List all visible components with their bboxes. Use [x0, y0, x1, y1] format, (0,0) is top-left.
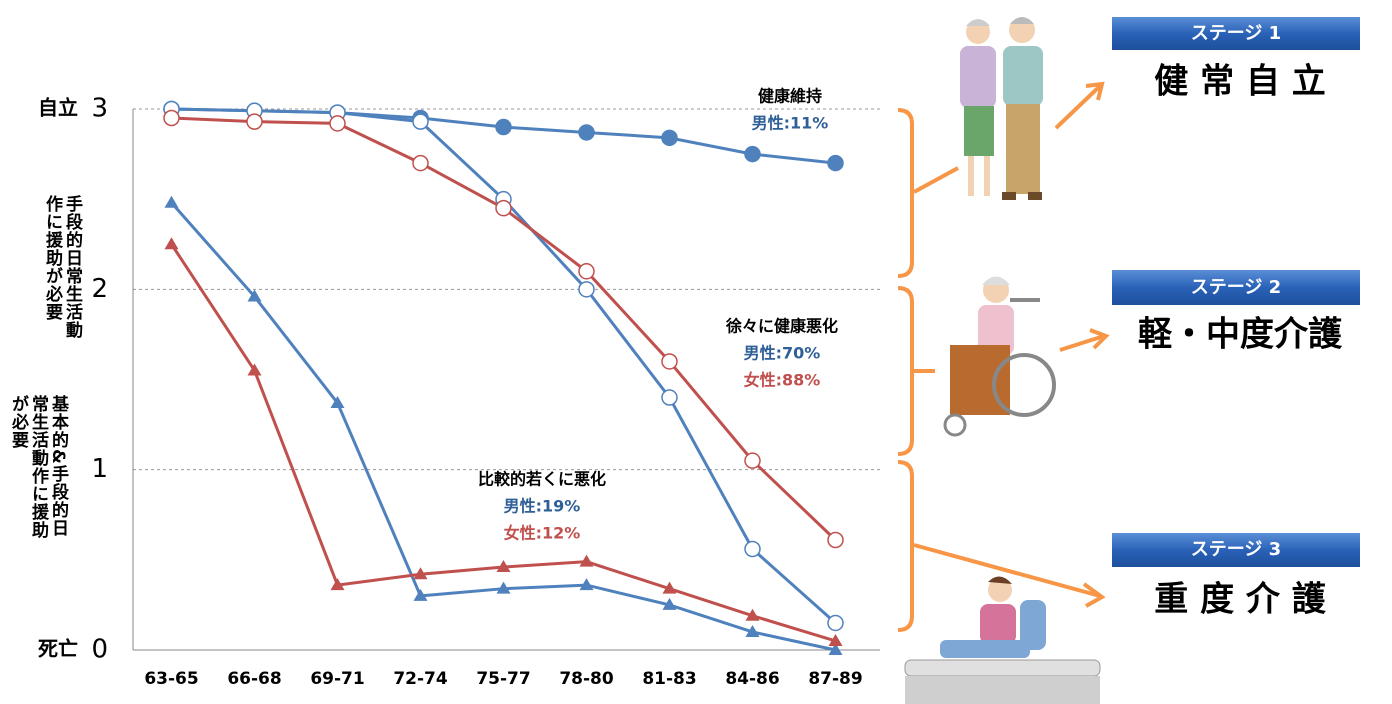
chart: ステージ 1 健 常 自 立 ステージ 2 軽・中度介護 ステージ 3 重 度 …: [0, 0, 1392, 704]
point-marker: [165, 237, 179, 249]
point-marker: [828, 532, 843, 547]
point-marker: [745, 147, 760, 162]
y-note: 手段的日常生活動作に援助が必要: [42, 195, 82, 347]
stage-label: 健 常 自 立: [1154, 62, 1326, 102]
series-line: [172, 109, 836, 623]
illustration-wheelchair: [945, 277, 1054, 436]
annotation-line: 男性:19%: [504, 497, 581, 516]
point-marker: [496, 120, 511, 135]
point-marker: [662, 390, 677, 405]
point-marker: [828, 156, 843, 171]
x-tick-label: 84-86: [725, 669, 779, 689]
y-note: 基本的&手段的日常生活動作に援助が必要: [8, 395, 68, 547]
annotation-title: 比較的若くに悪化: [478, 470, 606, 489]
stage-badge-text: ステージ 3: [1191, 539, 1281, 560]
point-marker: [579, 264, 594, 279]
annotation-title: 徐々に健康悪化: [725, 317, 838, 336]
y-tick-label: 2: [91, 274, 108, 304]
point-marker: [496, 201, 511, 216]
point-marker: [579, 125, 594, 140]
x-tick-label: 72-74: [393, 669, 448, 689]
annotation-line: 男性:11%: [752, 114, 829, 133]
point-marker: [745, 542, 760, 557]
point-marker: [165, 196, 179, 208]
stage-badge-text: ステージ 2: [1191, 277, 1281, 298]
x-tick-label: 69-71: [310, 669, 364, 689]
annotation-title: 健康維持: [758, 87, 822, 106]
point-marker: [413, 114, 428, 129]
point-marker: [164, 111, 179, 126]
x-tick-label: 81-83: [642, 669, 696, 689]
x-tick-label: 75-77: [476, 669, 530, 689]
point-marker: [662, 130, 677, 145]
y-level-label: 死亡: [38, 637, 78, 661]
point-marker: [745, 453, 760, 468]
stage-badge-text: ステージ 1: [1191, 23, 1281, 44]
illustration-bed: [905, 576, 1100, 704]
x-tick-label: 87-89: [808, 669, 862, 689]
x-tick-label: 63-65: [144, 669, 198, 689]
annotation-line: 男性:70%: [744, 344, 821, 363]
y-tick-label: 3: [91, 94, 108, 124]
y-level-label: 自立: [38, 96, 78, 120]
point-marker: [828, 615, 843, 630]
illustration-couple: [960, 17, 1043, 200]
annotation-line: 女性:88%: [744, 371, 821, 390]
stage-label: 重 度 介 護: [1154, 580, 1327, 620]
y-tick-label: 0: [91, 635, 108, 665]
page: ステージ 1 健 常 自 立 ステージ 2 軽・中度介護 ステージ 3 重 度 …: [0, 0, 1392, 704]
x-tick-label: 78-80: [559, 669, 614, 689]
point-marker: [662, 354, 677, 369]
annotation-line: 女性:12%: [504, 524, 581, 543]
x-tick-label: 66-68: [227, 669, 281, 689]
stage-label: 軽・中度介護: [1138, 315, 1343, 355]
point-marker: [330, 116, 345, 131]
point-marker: [579, 282, 594, 297]
y-tick-label: 1: [91, 454, 108, 484]
point-marker: [247, 114, 262, 129]
series-line: [172, 109, 836, 163]
point-marker: [413, 156, 428, 171]
